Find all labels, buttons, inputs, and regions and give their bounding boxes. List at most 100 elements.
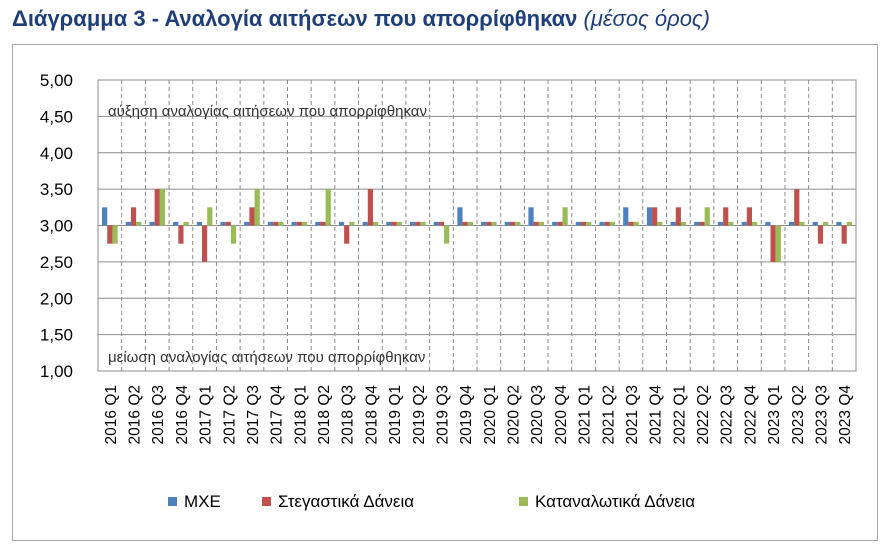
bar-2-28 (746, 207, 753, 226)
bar-3-17 (491, 221, 497, 226)
bar-1-15 (433, 221, 439, 226)
legend-swatch-2 (262, 497, 271, 506)
x-tick-label: 2020 Q4 (553, 385, 570, 445)
bar-2-24 (652, 207, 658, 226)
bar-1-20 (552, 221, 558, 226)
bar-2-7 (249, 207, 255, 226)
x-tick-label: 2018 Q1 (292, 385, 309, 444)
bar-2-11 (344, 225, 350, 244)
bar-1-23 (623, 207, 629, 226)
bar-2-18 (509, 221, 516, 226)
bar-2-4 (178, 225, 184, 244)
x-tick-label: 2021 Q3 (624, 385, 641, 444)
bar-2-6 (225, 221, 231, 226)
x-tick-label: 2022 Q4 (742, 385, 759, 445)
bar-2-12 (367, 189, 374, 226)
bar-1-30 (788, 221, 795, 226)
bar-3-14 (420, 221, 426, 226)
bar-2-27 (723, 207, 729, 226)
y-tick-label: 1,50 (40, 326, 73, 345)
x-tick-label: 2023 Q4 (837, 385, 854, 445)
bar-3-8 (278, 221, 284, 226)
bar-1-5 (196, 221, 202, 226)
bar-3-16 (467, 221, 473, 226)
bar-1-11 (338, 221, 345, 226)
bar-1-25 (670, 221, 676, 226)
bar-3-32 (846, 221, 852, 226)
bar-2-5 (201, 225, 208, 262)
bar-3-6 (230, 225, 237, 244)
bar-3-21 (586, 221, 592, 226)
legend-label-3: Καταναλωτικά Δάνεια (535, 492, 695, 511)
legend-swatch-1 (168, 497, 177, 506)
legend-label-2: Στεγαστικά Δάνεια (278, 492, 414, 511)
bar-1-18 (504, 221, 510, 226)
bar-2-1 (107, 225, 113, 244)
x-tick-label: 2023 Q1 (766, 385, 783, 444)
bar-2-31 (817, 225, 824, 244)
x-tick-label: 2019 Q3 (434, 385, 451, 444)
x-tick-label: 2019 Q4 (458, 385, 475, 445)
bar-3-28 (752, 221, 758, 226)
bar-3-19 (538, 221, 545, 226)
bar-1-3 (149, 221, 155, 226)
bar-2-8 (273, 221, 279, 226)
bar-2-21 (580, 221, 587, 226)
x-tick-label: 2018 Q4 (363, 385, 380, 445)
bar-3-11 (349, 221, 355, 226)
x-tick-label: 2022 Q2 (695, 385, 712, 444)
y-tick-label: 3,50 (40, 180, 73, 199)
y-tick-label: 2,50 (40, 253, 73, 272)
chart-title-main: Διάγραμμα 3 - Αναλογία αιτήσεων που απορ… (12, 6, 578, 31)
bar-2-10 (320, 221, 326, 226)
bar-1-28 (741, 221, 747, 226)
x-tick-label: 2020 Q3 (529, 385, 546, 444)
bar-3-27 (728, 221, 734, 226)
bar-2-19 (533, 221, 539, 226)
bar-1-26 (694, 221, 700, 226)
bar-1-17 (481, 221, 487, 226)
bar-1-4 (173, 221, 179, 226)
x-tick-label: 2020 Q2 (506, 385, 523, 444)
bar-1-22 (599, 221, 605, 226)
bar-2-23 (628, 221, 634, 226)
bar-2-26 (699, 221, 705, 226)
bar-3-3 (159, 189, 166, 226)
x-tick-label: 2016 Q1 (103, 385, 120, 444)
bar-3-29 (775, 225, 781, 262)
bar-2-15 (438, 221, 445, 226)
x-tick-label: 2016 Q2 (127, 385, 144, 444)
bar-1-21 (575, 221, 581, 226)
bar-2-14 (415, 221, 421, 226)
y-tick-label: 5,00 (40, 71, 73, 90)
chart-frame (12, 44, 878, 541)
bar-2-9 (296, 221, 302, 226)
y-tick-label: 1,00 (40, 362, 73, 381)
bar-3-31 (823, 221, 829, 226)
x-tick-label: 2017 Q3 (245, 385, 262, 444)
y-tick-label: 2,00 (40, 289, 73, 308)
bar-1-6 (220, 221, 226, 226)
bar-1-1 (102, 207, 108, 226)
y-tick-label: 4,50 (40, 107, 73, 126)
x-tick-label: 2023 Q2 (790, 385, 807, 444)
bar-3-15 (444, 225, 450, 244)
bar-2-16 (462, 221, 468, 226)
bar-1-7 (244, 221, 250, 226)
bar-1-29 (765, 221, 771, 226)
bar-3-9 (301, 221, 308, 226)
annotation-increase: αύξηση αναλογίας αιτήσεων που απορρίφθηκ… (108, 103, 427, 120)
bar-3-13 (396, 221, 402, 226)
bar-2-32 (841, 225, 847, 244)
bar-3-22 (609, 221, 616, 226)
legend: ΜΧΕ Στεγαστικά Δάνεια Καταναλωτικά Δάνεια (168, 492, 695, 511)
bar-2-13 (391, 221, 397, 226)
bar-2-20 (557, 221, 563, 226)
x-tick-label: 2016 Q4 (174, 385, 191, 445)
x-tick-label: 2016 Q3 (150, 385, 167, 444)
bar-3-25 (680, 221, 687, 226)
bar-1-24 (646, 207, 653, 226)
bar-1-19 (528, 207, 534, 226)
bar-1-16 (457, 207, 463, 226)
